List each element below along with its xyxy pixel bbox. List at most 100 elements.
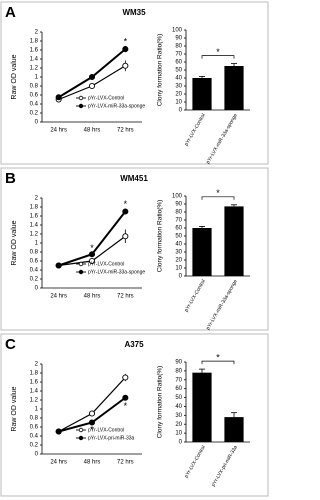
legend-marker: [78, 103, 84, 109]
y-tick-label: 1.6: [30, 214, 39, 220]
y-tick-label: 40: [175, 76, 182, 82]
panel-frame: [0, 333, 269, 497]
legend-label: pYr-LVX-miR-33a-sponge: [88, 269, 145, 275]
significance-star: *: [90, 243, 94, 253]
panel-title: WM35: [122, 8, 146, 17]
x-tick-label: 48 hrs: [84, 294, 101, 300]
figure: A WM35 B WM451 C A375 0 0.2 0.4 0.6 0.8 1 1.2 1.4 1.6 1…: [0, 1, 269, 497]
y-tick-label: 100: [172, 28, 183, 34]
y-tick-label: 0: [35, 120, 39, 126]
x-tick-label: 24 hrs: [50, 294, 67, 300]
y-tick-label: 80: [175, 210, 182, 216]
significance-star: *: [124, 36, 128, 46]
x-tick-label: 48 hrs: [84, 128, 101, 134]
x-tick-label: pYr-LVX-Control: [184, 113, 207, 147]
y-tick-label: 0: [35, 286, 39, 292]
y-tick-label: 0.8: [30, 416, 39, 422]
y-axis-label: Raw OD value: [11, 54, 18, 99]
significance-star: *: [124, 199, 128, 209]
y-tick-label: 40: [175, 242, 182, 248]
y-tick-label: 1.8: [30, 39, 39, 45]
data-point: [88, 82, 96, 90]
x-tick-label: 24 hrs: [50, 460, 67, 466]
y-tick-label: 1.4: [30, 57, 39, 63]
legend-marker: [78, 427, 84, 433]
data-point: [122, 208, 129, 215]
significance-star: *: [216, 188, 220, 198]
panel-frame: [0, 1, 269, 165]
y-tick-label: 1: [35, 75, 39, 81]
x-tick-label: pYr-LVX-miR-33a-sponge: [205, 112, 239, 165]
bar: [192, 372, 212, 442]
bar: [224, 66, 244, 110]
panel-label: B: [5, 170, 16, 187]
y-tick-label: 0.4: [30, 434, 39, 440]
x-tick-label: pYr-LVX-pri-miR-33a: [211, 444, 239, 487]
legend-label: pYr-LVX-Control: [88, 261, 124, 267]
y-axis-label: Clony formation Ratio(%): [157, 366, 164, 439]
y-tick-label: 40: [175, 404, 182, 410]
y-tick-label: 1.2: [30, 398, 39, 404]
y-tick-label: 20: [175, 92, 182, 98]
y-tick-label: 0.6: [30, 259, 39, 265]
data-point: [88, 73, 96, 81]
y-tick-label: 0.6: [30, 425, 39, 431]
data-point: [122, 374, 129, 381]
y-tick-label: 0: [179, 108, 183, 114]
y-tick-label: 50: [175, 395, 182, 401]
legend-marker: [78, 95, 84, 101]
y-tick-label: 2: [35, 362, 39, 368]
y-tick-label: 20: [175, 422, 182, 428]
x-tick-label: 72 hrs: [117, 460, 134, 466]
significance-bracket: [201, 55, 235, 59]
data-point: [88, 251, 96, 258]
y-tick-label: 60: [175, 226, 182, 232]
y-tick-label: 70: [175, 52, 182, 58]
panel-title: A375: [124, 340, 144, 349]
bar: [224, 417, 244, 442]
y-tick-label: 70: [175, 218, 182, 224]
y-tick-label: 2: [35, 196, 39, 202]
y-tick-label: 60: [175, 386, 182, 392]
data-point: [88, 410, 96, 417]
legend-label: pYr-LVX-Control: [88, 427, 124, 433]
data-point: [122, 62, 129, 69]
data-point: [55, 428, 62, 435]
y-tick-label: 1.4: [30, 223, 39, 229]
y-tick-label: 0.2: [30, 443, 39, 449]
x-tick-label: 48 hrs: [84, 460, 101, 466]
y-tick-label: 1.8: [30, 205, 39, 211]
bar: [224, 206, 244, 276]
y-tick-label: 1: [35, 407, 39, 413]
legend-marker: [78, 269, 84, 275]
y-tick-label: 60: [175, 60, 182, 66]
y-tick-label: 1.2: [30, 66, 39, 72]
bar: [192, 78, 212, 110]
y-tick-label: 0.8: [30, 84, 39, 90]
y-axis-label: Clony formation Ratio(%): [157, 200, 164, 273]
bar: [192, 228, 212, 276]
y-axis-label: Clony formation Ratio(%): [157, 34, 164, 107]
y-tick-label: 100: [172, 194, 183, 200]
y-tick-label: 0: [179, 440, 183, 446]
x-tick-label: 72 hrs: [117, 128, 134, 134]
legend-marker: [78, 261, 84, 267]
y-tick-label: 30: [175, 84, 182, 90]
y-tick-label: 70: [175, 377, 182, 383]
panel-label: C: [5, 336, 16, 353]
y-tick-label: 90: [175, 360, 182, 366]
y-tick-label: 1.2: [30, 232, 39, 238]
x-tick-label: pYr-LVX-Control: [184, 279, 207, 313]
x-tick-label: 24 hrs: [50, 128, 67, 134]
y-tick-label: 0: [179, 274, 183, 280]
data-point: [122, 233, 129, 240]
y-tick-label: 0: [35, 452, 39, 458]
y-tick-label: 0.2: [30, 111, 39, 117]
data-point: [88, 419, 96, 426]
x-tick-label: pYr-LVX-miR-33a-sponge: [205, 278, 239, 331]
y-tick-label: 20: [175, 258, 182, 264]
significance-star: *: [90, 425, 94, 435]
y-tick-label: 90: [175, 36, 182, 42]
y-tick-label: 50: [175, 234, 182, 240]
y-tick-label: 0.8: [30, 250, 39, 256]
